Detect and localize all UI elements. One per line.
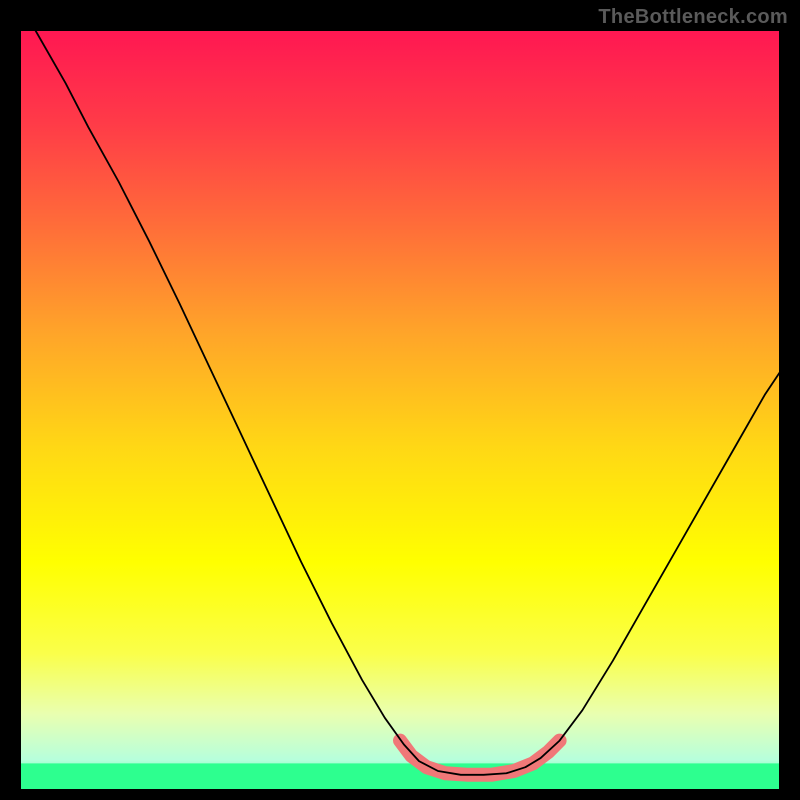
chart-container: TheBottleneck.com (0, 0, 800, 800)
green-band (20, 763, 780, 790)
plot-svg (20, 30, 780, 790)
watermark-text: TheBottleneck.com (598, 6, 788, 29)
plot-area (20, 30, 780, 790)
gradient-background (20, 30, 780, 790)
